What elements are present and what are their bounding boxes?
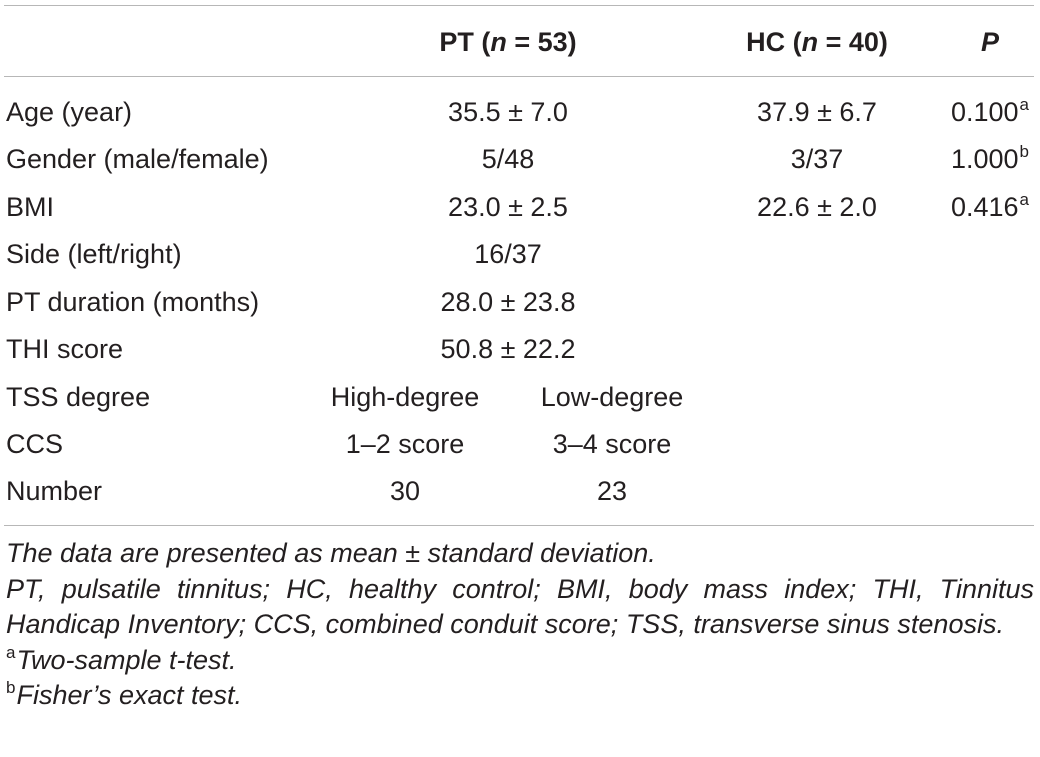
row-label: THI score — [6, 334, 124, 364]
row-pt-value: 5/48 — [481, 144, 535, 174]
footnote-a: aTwo-sample t-test. — [6, 643, 1034, 679]
header-pt-n: n — [490, 27, 507, 57]
row-label: Number — [6, 476, 103, 506]
table-notes: The data are presented as mean ± standar… — [6, 536, 1034, 714]
p-number: 0.100 — [950, 97, 1019, 127]
header-p: P — [981, 26, 999, 58]
row-pt-subvalue-b: 23 — [596, 476, 628, 506]
header-pt-prefix: PT ( — [439, 27, 491, 57]
row-p-value: 0.100a — [951, 96, 1029, 128]
row-pt-value: 35.5 ± 7.0 — [448, 97, 568, 127]
row-label: Age (year) — [6, 97, 133, 127]
row-pt-value: 16/37 — [474, 239, 542, 269]
p-number: 1.000 — [950, 144, 1019, 174]
row-label: Side (left/right) — [6, 239, 182, 269]
row-hc-value: 3/37 — [790, 144, 844, 174]
header-rule — [4, 76, 1034, 77]
footnote-b-mark: b — [6, 678, 16, 697]
footnote-a-mark: a — [6, 642, 16, 662]
header-hc: HC (n = 40) — [746, 26, 888, 58]
header-hc-n: n — [801, 27, 819, 57]
row-hc-value: 22.6 ± 2.0 — [757, 192, 877, 222]
row-label: PT duration (months) — [6, 287, 260, 317]
row-pt-value: 23.0 ± 2.5 — [448, 192, 568, 222]
footnote-b-text: Fisher’s exact test. — [16, 680, 243, 710]
note-mean-sd: The data are presented as mean ± standar… — [6, 538, 656, 568]
row-pt-value: 50.8 ± 22.2 — [440, 334, 576, 364]
header-hc-suffix: = 40) — [818, 27, 888, 57]
row-pt-subvalue-b: 3–4 score — [552, 429, 672, 459]
table-bottom-rule — [4, 525, 1034, 526]
row-pt-subvalue-a: High-degree — [330, 382, 480, 412]
footnote-a-text: Two-sample t-test. — [16, 644, 237, 675]
row-label: Gender (male/female) — [6, 144, 269, 174]
row-pt-value: 28.0 ± 23.8 — [440, 287, 576, 317]
row-p-value: 1.000b — [951, 143, 1029, 175]
header-hc-prefix: HC ( — [746, 27, 802, 57]
note-abbreviations: PT, pulsatile tinnitus; HC, healthy cont… — [6, 573, 1034, 640]
row-pt-subvalue-b: Low-degree — [540, 382, 684, 412]
row-pt-subvalue-a: 1–2 score — [345, 429, 465, 459]
header-pt: PT (n = 53) — [439, 26, 576, 58]
header-pt-suffix: = 53) — [506, 27, 577, 57]
p-footnote-mark: a — [1019, 95, 1030, 114]
header-p-label: P — [980, 27, 1000, 57]
footnote-b: bFisher’s exact test. — [6, 678, 1034, 714]
row-pt-subvalue-a: 30 — [389, 476, 421, 506]
row-hc-value: 37.9 ± 6.7 — [757, 97, 877, 127]
row-p-value: 0.416a — [951, 191, 1029, 223]
row-label: CCS — [6, 429, 64, 459]
p-number: 0.416 — [950, 192, 1019, 222]
table-top-rule — [4, 5, 1034, 6]
row-label: TSS degree — [6, 382, 151, 412]
p-footnote-mark: a — [1019, 190, 1030, 209]
row-label: BMI — [6, 192, 55, 222]
p-footnote-mark: b — [1019, 142, 1030, 161]
